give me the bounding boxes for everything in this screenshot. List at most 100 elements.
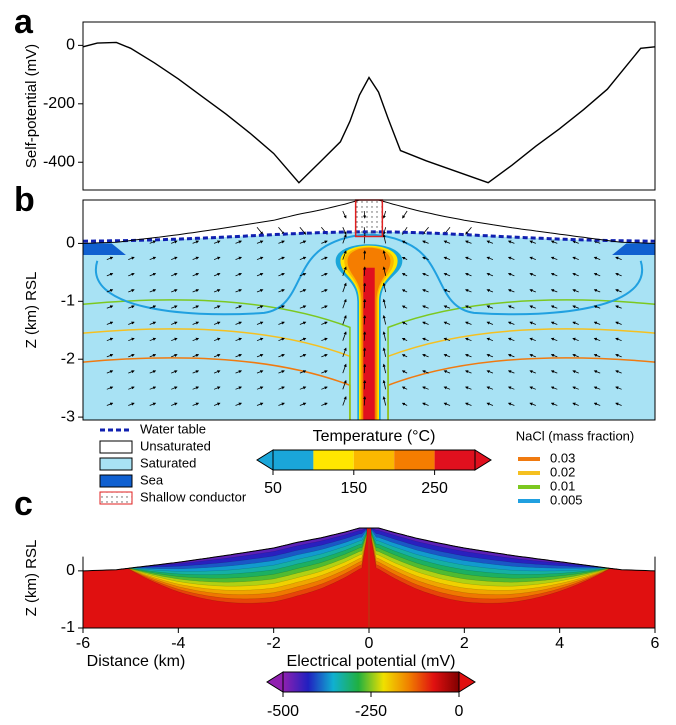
flow-arrow (615, 321, 622, 325)
flow-arrow (235, 402, 242, 406)
flow-arrow (401, 370, 408, 374)
y-tick-label: -400 (43, 153, 75, 170)
legend-symbol (99, 457, 133, 471)
flow-arrow (572, 305, 579, 309)
flow-arrow (106, 256, 114, 261)
flow-arrow (213, 402, 221, 406)
flow-arrow (171, 353, 178, 358)
flow-arrow (235, 386, 242, 390)
flow-arrow (382, 347, 387, 357)
flow-arrow (550, 305, 558, 309)
flow-arrow (443, 370, 451, 374)
flow-arrow (256, 240, 264, 244)
flow-arrow (593, 337, 601, 342)
nacl-legend-label: 0.005 (550, 492, 583, 507)
flow-arrow (615, 337, 622, 342)
colorbar-tick-label: 250 (421, 480, 448, 497)
flow-arrow (278, 337, 285, 342)
colorbar-tick-label: 0 (455, 703, 464, 720)
flow-arrow (192, 272, 200, 277)
nacl-legend-label: 0.01 (550, 478, 575, 493)
legend-symbol (99, 491, 133, 505)
flow-arrow (363, 396, 367, 406)
flow-arrow (465, 256, 472, 261)
colorbar-segment (394, 450, 435, 470)
flow-arrow (443, 289, 451, 293)
flow-arrow (550, 289, 558, 293)
y-tick-label: -3 (61, 408, 75, 425)
flow-arrow (486, 386, 494, 390)
flow-arrow (422, 305, 429, 309)
flow-arrow (572, 321, 579, 325)
flow-arrow (615, 305, 622, 309)
flow-arrow (342, 396, 347, 406)
flow-arrow (149, 321, 157, 325)
flow-arrow (321, 321, 328, 325)
flow-arrow (128, 353, 135, 358)
flow-arrow (550, 370, 558, 374)
flow-arrow (235, 321, 242, 325)
flow-arrow (171, 256, 178, 261)
flow-arrow (382, 250, 387, 260)
flow-arrow (615, 370, 622, 374)
sea (83, 243, 126, 255)
flow-arrow (235, 305, 242, 309)
flow-arrow (422, 386, 429, 390)
flow-arrow (235, 272, 242, 277)
flow-arrow (278, 289, 285, 293)
flow-arrow (486, 272, 494, 277)
flow-arrow (321, 305, 328, 309)
flow-arrow (213, 305, 221, 309)
colorbar-segment (313, 450, 354, 470)
flow-arrow (256, 370, 264, 374)
flow-arrow (363, 331, 367, 341)
flow-arrow (363, 250, 367, 260)
flow-arrow (235, 256, 242, 261)
flow-arrow (401, 386, 408, 390)
flow-arrow (572, 353, 579, 358)
flow-arrow (235, 240, 242, 244)
flow-arrow (321, 256, 328, 261)
panel-label: a (14, 3, 34, 41)
flow-arrow (465, 386, 472, 390)
colorbar-title: Temperature (°C) (313, 428, 436, 445)
flow-arrow (593, 256, 601, 261)
flow-arrow (593, 386, 601, 390)
nacl-contour (82, 328, 351, 420)
flow-arrow (342, 233, 347, 244)
flow-arrow (486, 256, 494, 261)
flow-arrow (171, 272, 178, 277)
flow-arrow (401, 273, 408, 277)
flow-arrow (149, 353, 157, 358)
flow-arrow (443, 321, 451, 325)
x-tick-label: 4 (555, 635, 564, 652)
x-tick-label: -6 (76, 635, 90, 652)
flow-arrow (192, 386, 200, 390)
flow-arrow (171, 240, 178, 244)
panel-label: b (14, 181, 35, 219)
flow-arrow (321, 240, 328, 244)
flow-arrow (422, 256, 429, 261)
flow-arrow (342, 298, 347, 309)
colorbar-segment (273, 450, 314, 470)
flow-arrow (550, 353, 558, 358)
flow-arrow (213, 337, 221, 342)
flow-arrow (278, 240, 285, 244)
flow-arrow (192, 353, 200, 358)
flow-arrow (342, 266, 347, 276)
flow-arrow (507, 337, 515, 342)
flow-arrow (382, 396, 387, 406)
flow-arrow (486, 337, 494, 342)
flow-arrow (615, 402, 622, 406)
flow-arrow (106, 305, 114, 309)
flow-arrow (342, 227, 347, 235)
flow-arrow (465, 289, 472, 293)
flow-arrow (256, 321, 264, 325)
flow-arrow (363, 314, 367, 325)
sp-line (82, 41, 656, 184)
flow-arrow (593, 272, 601, 277)
flow-arrow (321, 370, 328, 374)
colorbar-title: Electrical potential (mV) (287, 653, 456, 670)
flow-arrow (299, 386, 307, 390)
flow-arrow (192, 402, 200, 406)
